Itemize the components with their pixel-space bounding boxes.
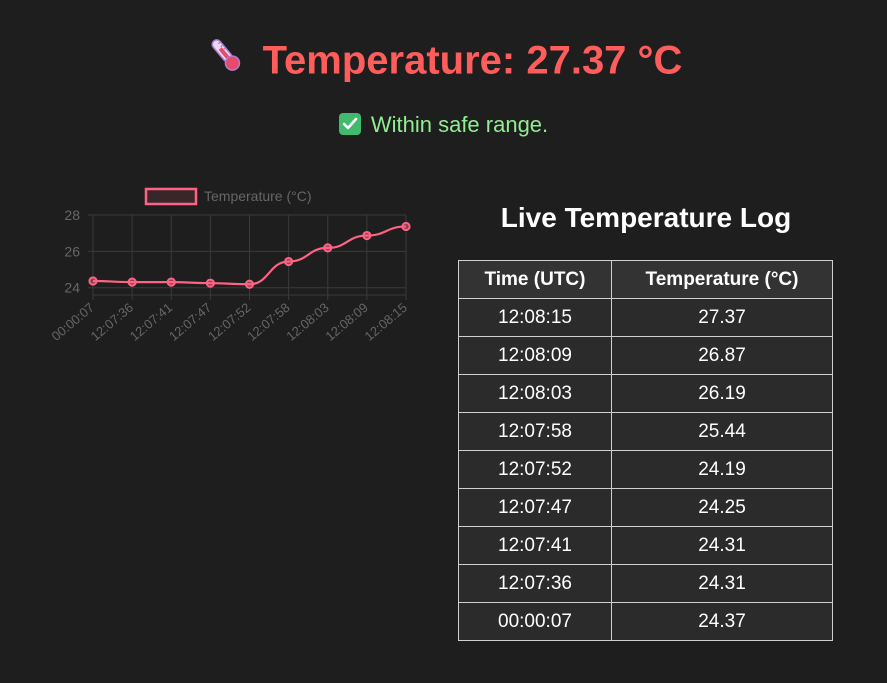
- temperature-cell: 24.37: [611, 602, 833, 641]
- legend-label: Temperature (°C): [204, 188, 312, 204]
- data-point: [205, 278, 215, 288]
- status-text: Within safe range.: [370, 112, 549, 137]
- data-point: [88, 276, 98, 286]
- table-row: 12:08:09 26.87: [458, 336, 833, 375]
- y-tick-label: 26: [64, 243, 80, 259]
- check-mark-icon: [338, 113, 361, 135]
- table-row: 12:07:47 24.25: [458, 488, 833, 527]
- time-cell: 12:07:36: [458, 564, 612, 603]
- data-point: [166, 277, 176, 287]
- time-cell: 12:07:47: [458, 488, 612, 527]
- x-tick-label: 12:07:36: [88, 300, 136, 344]
- page-header: Temperature: 27.37 °C: [0, 34, 887, 86]
- time-cell: 12:07:58: [458, 412, 612, 451]
- status-message: Within safe range.: [0, 112, 887, 138]
- y-tick-label: 24: [64, 280, 80, 296]
- data-point: [244, 279, 255, 289]
- table-row: 12:08:15 27.37: [458, 298, 833, 337]
- x-tick-label: 12:07:41: [127, 300, 175, 344]
- table-row: 12:07:36 24.31: [458, 564, 833, 603]
- x-tick-label: 12:07:52: [205, 300, 253, 344]
- temperature-cell: 24.19: [611, 450, 833, 489]
- y-tick-label: 28: [64, 207, 80, 223]
- time-cell: 12:08:15: [458, 298, 612, 337]
- temperature-cell: 24.25: [611, 488, 833, 527]
- table-row: 12:07:58 25.44: [458, 412, 833, 451]
- time-cell: 12:08:03: [458, 374, 612, 413]
- temperature-cell: 24.31: [611, 564, 833, 603]
- table-header-row: Time (UTC) Temperature (°C): [458, 260, 833, 299]
- time-cell: 12:07:41: [458, 526, 612, 565]
- table-row: 12:08:03 26.19: [458, 374, 833, 413]
- x-tick-label: 12:08:15: [362, 300, 410, 344]
- temperature-log-table: Time (UTC) Temperature (°C) 12:08:15 27.3…: [458, 260, 833, 641]
- temperature-cell: 25.44: [611, 412, 833, 451]
- x-tick-label: 00:00:07: [49, 300, 97, 344]
- series-line-temperature: [92, 225, 407, 286]
- temperature-chart: 24 26 28 00:00:07 12:07:36 12:07:41 12:07:47 12…: [40, 180, 420, 360]
- x-tick-label: 12:08:09: [322, 300, 370, 344]
- thermometer-icon: [205, 35, 245, 86]
- column-header-temperature: Temperature (°C): [611, 260, 833, 299]
- temperature-cell: 26.87: [611, 336, 833, 375]
- legend-swatch: [144, 187, 198, 206]
- table-row: 12:07:52 24.19: [458, 450, 833, 489]
- data-point: [323, 243, 333, 253]
- time-cell: 12:07:52: [458, 450, 612, 489]
- table-row: 00:00:07 24.37: [458, 602, 833, 641]
- table-row: 12:07:41 24.31: [458, 526, 833, 565]
- temperature-cell: 24.31: [611, 526, 833, 565]
- time-cell: 00:00:07: [458, 602, 612, 641]
- data-point: [362, 230, 372, 241]
- column-header-time: Time (UTC): [458, 260, 612, 299]
- data-point: [127, 277, 137, 287]
- time-cell: 12:08:09: [458, 336, 612, 375]
- x-tick-label: 12:07:47: [166, 300, 214, 344]
- page-title: Temperature: 27.37 °C: [262, 38, 683, 83]
- temperature-cell: 27.37: [611, 298, 833, 337]
- data-point: [401, 221, 411, 232]
- temperature-cell: 26.19: [611, 374, 833, 413]
- data-point: [284, 256, 294, 267]
- x-tick-label: 12:08:03: [283, 300, 331, 344]
- x-tick-label: 12:07:58: [244, 300, 292, 344]
- log-title: Live Temperature Log: [500, 202, 792, 233]
